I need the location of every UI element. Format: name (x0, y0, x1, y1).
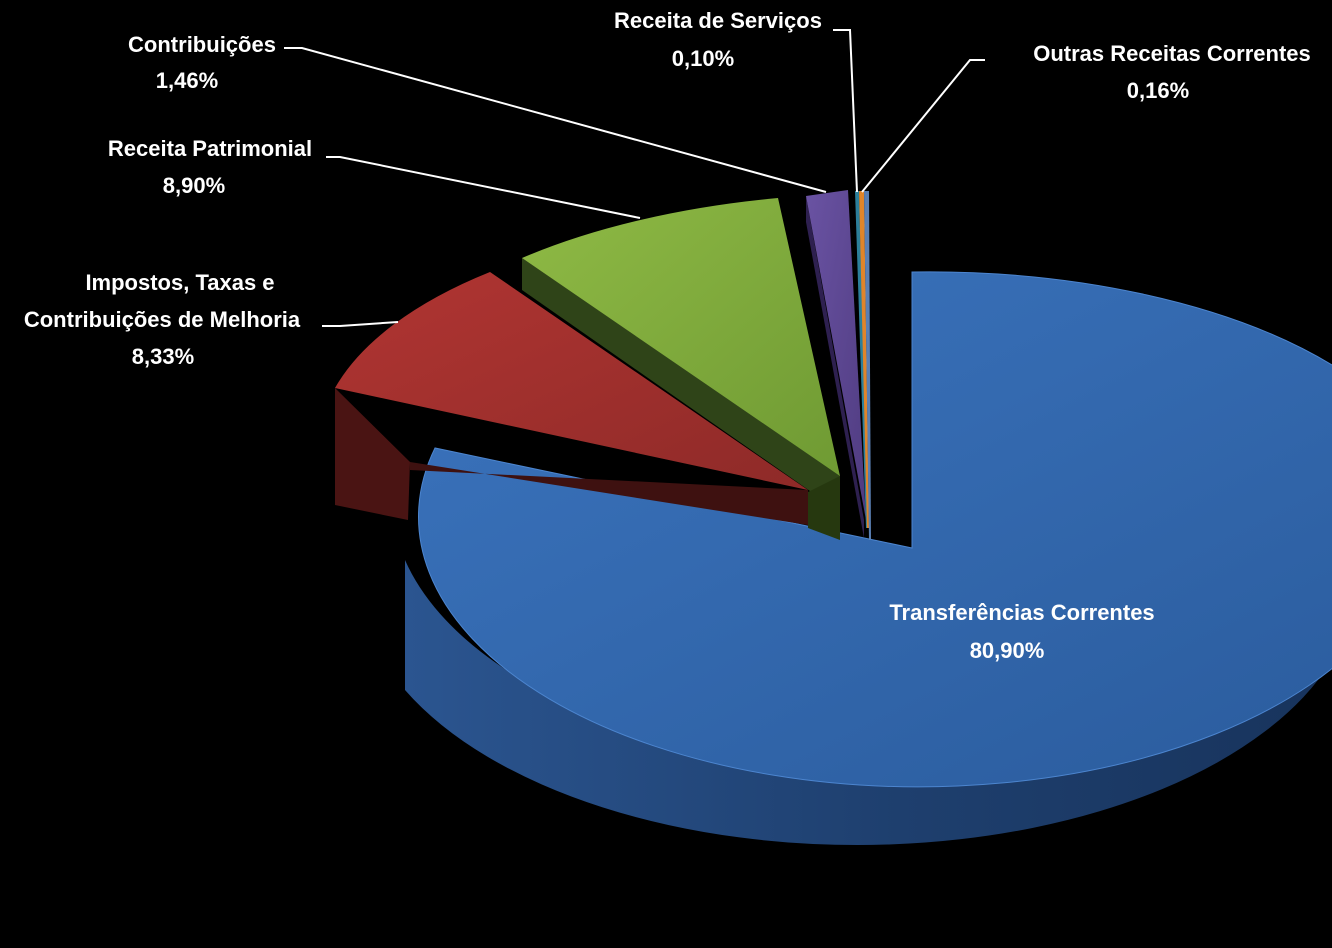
slice-servicos (855, 191, 868, 528)
slice-edge (864, 191, 871, 540)
label-impostos-line2: Contribuições de Melhoria (24, 307, 301, 332)
leader-line-impostos (322, 321, 399, 327)
label-servicos: Receita de Serviços (614, 8, 822, 33)
leader-line-contribuicoes (284, 47, 827, 193)
value-patrimonial: 8,90% (163, 173, 225, 198)
label-outras: Outras Receitas Correntes (1033, 41, 1311, 66)
slice-patrimonial-side (522, 258, 840, 512)
slice-patrimonial-side2 (808, 476, 840, 540)
slice-impostos-side (335, 388, 410, 520)
value-servicos: 0,10% (672, 46, 734, 71)
slice-transferencias (417, 271, 1332, 788)
leader-line-patrimonial (326, 156, 641, 219)
leader-line-outras (861, 59, 985, 193)
label-patrimonial: Receita Patrimonial (108, 136, 312, 161)
slice-impostos-side2 (410, 462, 808, 525)
label-contribuicoes: Contribuições (128, 32, 276, 57)
slice-contribuicoes-side (806, 196, 864, 538)
value-transferencias: 80,90% (970, 638, 1045, 663)
value-outras: 0,16% (1127, 78, 1189, 103)
leader-line-servicos (833, 29, 858, 193)
slice-impostos (335, 272, 808, 490)
value-contribuicoes: 1,46% (156, 68, 218, 93)
slice-patrimonial (522, 198, 840, 476)
label-impostos-line1: Impostos, Taxas e (85, 270, 274, 295)
value-impostos: 8,33% (132, 344, 194, 369)
label-transferencias: Transferências Correntes (889, 600, 1154, 625)
slice-outras (859, 191, 869, 528)
slice-contribuicoes (806, 190, 866, 520)
